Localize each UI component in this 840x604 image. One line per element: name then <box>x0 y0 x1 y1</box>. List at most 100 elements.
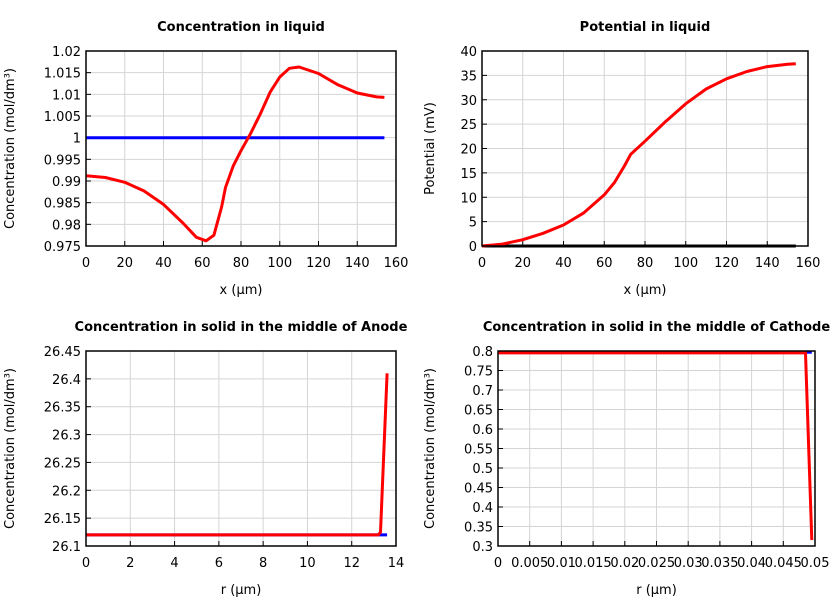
x-tick-label: 12 <box>343 556 360 571</box>
x-axis-label: r (µm) <box>221 583 262 598</box>
x-tick-label: 0.045 <box>765 556 802 571</box>
y-axis-label: Concentration (mol/dm³) <box>3 68 18 229</box>
x-tick-label: 8 <box>259 556 267 571</box>
y-tick-label: 0.98 <box>52 218 81 233</box>
y-tick-label: 0.75 <box>464 365 493 380</box>
x-tick-label: 0.04 <box>737 556 766 571</box>
y-tick-label: 26.3 <box>52 429 81 444</box>
y-tick-label: 0.5 <box>472 462 493 477</box>
subplot-2: 0 20 40 60 80 100 120 140 160 0 5 10 15 20 25 30 35 40 Pot… <box>423 20 820 298</box>
y-axis-label: Concentration (mol/dm³) <box>3 368 18 529</box>
y-tick-label: 26.2 <box>52 484 81 499</box>
x-tick-label: 160 <box>384 256 409 271</box>
chart-title: Concentration in solid in the middle of … <box>75 320 408 335</box>
y-axis-label: Concentration (mol/dm³) <box>423 368 438 529</box>
plot-frame <box>85 50 397 247</box>
y-tick-label: 10 <box>460 191 477 206</box>
x-tick-label: 0.03 <box>674 556 703 571</box>
x-tick-label: 40 <box>155 256 172 271</box>
x-tick-label: 60 <box>194 256 211 271</box>
y-tick-label: 0.4 <box>472 501 493 516</box>
x-tick-label: 140 <box>755 256 780 271</box>
y-tick-label: 0.8 <box>472 345 493 360</box>
y-tick-label: 0.985 <box>44 197 81 212</box>
x-tick-label: 0.005 <box>511 556 548 571</box>
y-tick-label: 20 <box>460 143 477 158</box>
x-tick-label: 6 <box>215 556 223 571</box>
y-tick-label: 0.6 <box>472 423 493 438</box>
y-tick-label: 26.25 <box>44 456 81 471</box>
x-tick-label: 0.05 <box>801 556 830 571</box>
x-tick-label: 0 <box>494 556 502 571</box>
y-tick-label: 26.35 <box>44 401 81 416</box>
plot-frame <box>497 350 816 547</box>
x-tick-label: 0 <box>82 256 90 271</box>
x-tick-label: 14 <box>388 556 405 571</box>
y-tick-label: 0.99 <box>52 175 81 190</box>
y-tick-label: 0.65 <box>464 404 493 419</box>
x-tick-label: 0.015 <box>574 556 611 571</box>
series-line-2 <box>85 65 385 243</box>
x-tick-label: 20 <box>116 256 133 271</box>
y-tick-label: 0.3 <box>472 540 493 555</box>
chart-title: Potential in liquid <box>580 20 711 35</box>
y-tick-label: 1.015 <box>44 67 81 82</box>
x-tick-label: 0.02 <box>610 556 639 571</box>
y-tick-label: 1.02 <box>52 45 81 60</box>
chart-title: Concentration in liquid <box>157 20 325 35</box>
x-axis-label: x (µm) <box>624 283 667 298</box>
y-tick-label: 0.45 <box>464 482 493 497</box>
x-tick-label: 0.025 <box>638 556 675 571</box>
x-tick-label: 20 <box>514 256 531 271</box>
series-line-2 <box>481 62 796 248</box>
x-tick-label: 120 <box>714 256 739 271</box>
y-tick-label: 30 <box>460 94 477 109</box>
x-tick-label: 120 <box>306 256 331 271</box>
y-tick-label: 26.45 <box>44 345 81 360</box>
y-tick-label: 0.995 <box>44 153 81 168</box>
x-tick-label: 80 <box>637 256 654 271</box>
x-tick-label: 40 <box>555 256 572 271</box>
y-tick-label: 0.975 <box>44 240 81 255</box>
series-line-2 <box>498 351 814 541</box>
subplot-1: 0 20 40 60 80 100 120 140 160 0.975 0.98 0.985 0.99 0… <box>3 20 408 298</box>
y-tick-label: 26.4 <box>52 373 81 388</box>
chart-title: Concentration in solid in the middle of … <box>483 320 831 335</box>
x-tick-label: 80 <box>233 256 250 271</box>
x-tick-label: 10 <box>299 556 316 571</box>
y-tick-label: 0.55 <box>464 443 493 458</box>
subplot-3: 0 2 4 6 8 10 12 14 26.1 26.15 26.2 26.25 26.3 26.35 26… <box>3 320 408 598</box>
series-line-2 <box>86 373 389 537</box>
y-tick-label: 0.35 <box>464 521 493 536</box>
x-tick-label: 0.035 <box>701 556 738 571</box>
x-axis-label: r (µm) <box>636 583 677 598</box>
y-tick-label: 25 <box>460 118 477 133</box>
y-tick-label: 35 <box>460 69 477 84</box>
x-tick-label: 0.01 <box>547 556 576 571</box>
x-tick-label: 0 <box>82 556 90 571</box>
x-tick-label: 160 <box>796 256 821 271</box>
x-tick-label: 140 <box>345 256 370 271</box>
y-tick-label: 26.15 <box>44 512 81 527</box>
y-tick-label: 1.005 <box>44 110 81 125</box>
y-tick-label: 5 <box>469 216 477 231</box>
x-tick-label: 2 <box>126 556 134 571</box>
x-axis-label: x (µm) <box>220 283 263 298</box>
x-tick-label: 60 <box>596 256 613 271</box>
y-tick-label: 1 <box>73 132 81 147</box>
plot-frame <box>481 50 809 247</box>
x-tick-label: 100 <box>673 256 698 271</box>
y-tick-label: 0.7 <box>472 384 493 399</box>
y-tick-label: 0 <box>469 240 477 255</box>
subplot-4: 0 0.0050.010.0150.020.0250.030.0350.040.0… <box>423 320 830 598</box>
x-tick-label: 4 <box>170 556 178 571</box>
y-tick-label: 15 <box>460 167 477 182</box>
y-tick-label: 1.01 <box>52 88 81 103</box>
x-tick-label: 100 <box>267 256 292 271</box>
y-tick-label: 26.1 <box>52 540 81 555</box>
x-tick-label: 0 <box>478 256 486 271</box>
plot-frame <box>85 350 397 547</box>
y-axis-label: Potential (mV) <box>423 102 438 195</box>
